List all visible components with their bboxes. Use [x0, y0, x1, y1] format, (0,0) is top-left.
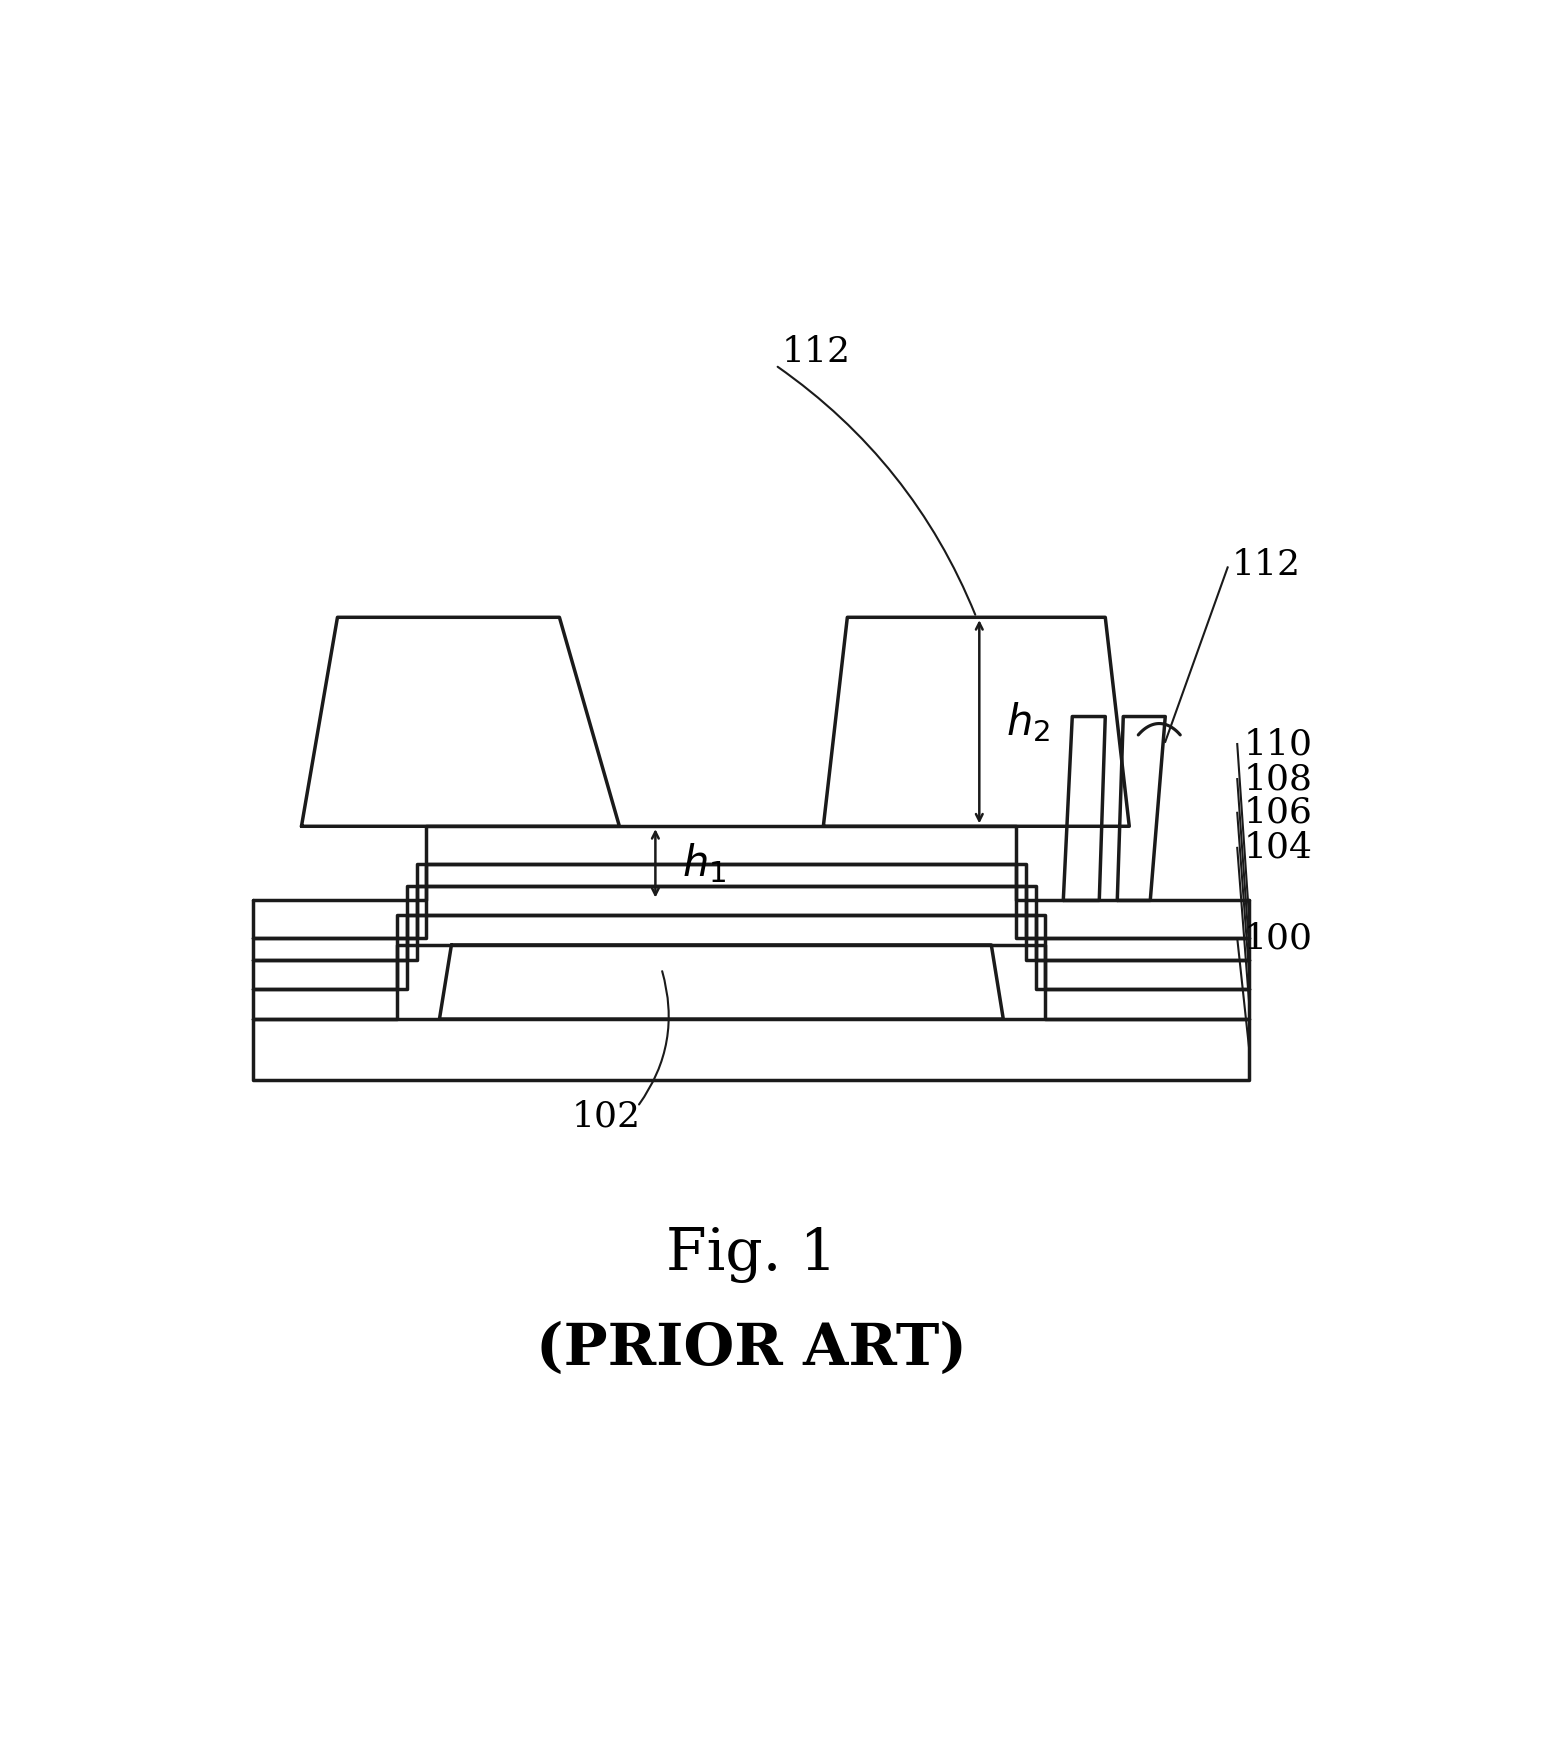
Text: 102: 102 — [571, 1100, 641, 1133]
Text: $h_1$: $h_1$ — [681, 842, 726, 886]
Text: 110: 110 — [1243, 727, 1313, 762]
Text: 106: 106 — [1243, 795, 1313, 830]
Text: 112: 112 — [1231, 548, 1300, 581]
Text: Fig. 1: Fig. 1 — [666, 1227, 837, 1283]
Text: 104: 104 — [1243, 832, 1313, 865]
Text: (PRIOR ART): (PRIOR ART) — [536, 1322, 968, 1378]
Text: 108: 108 — [1243, 762, 1313, 797]
Text: $h_2$: $h_2$ — [1006, 700, 1050, 744]
Text: 112: 112 — [782, 334, 850, 369]
Text: 100: 100 — [1243, 921, 1313, 956]
